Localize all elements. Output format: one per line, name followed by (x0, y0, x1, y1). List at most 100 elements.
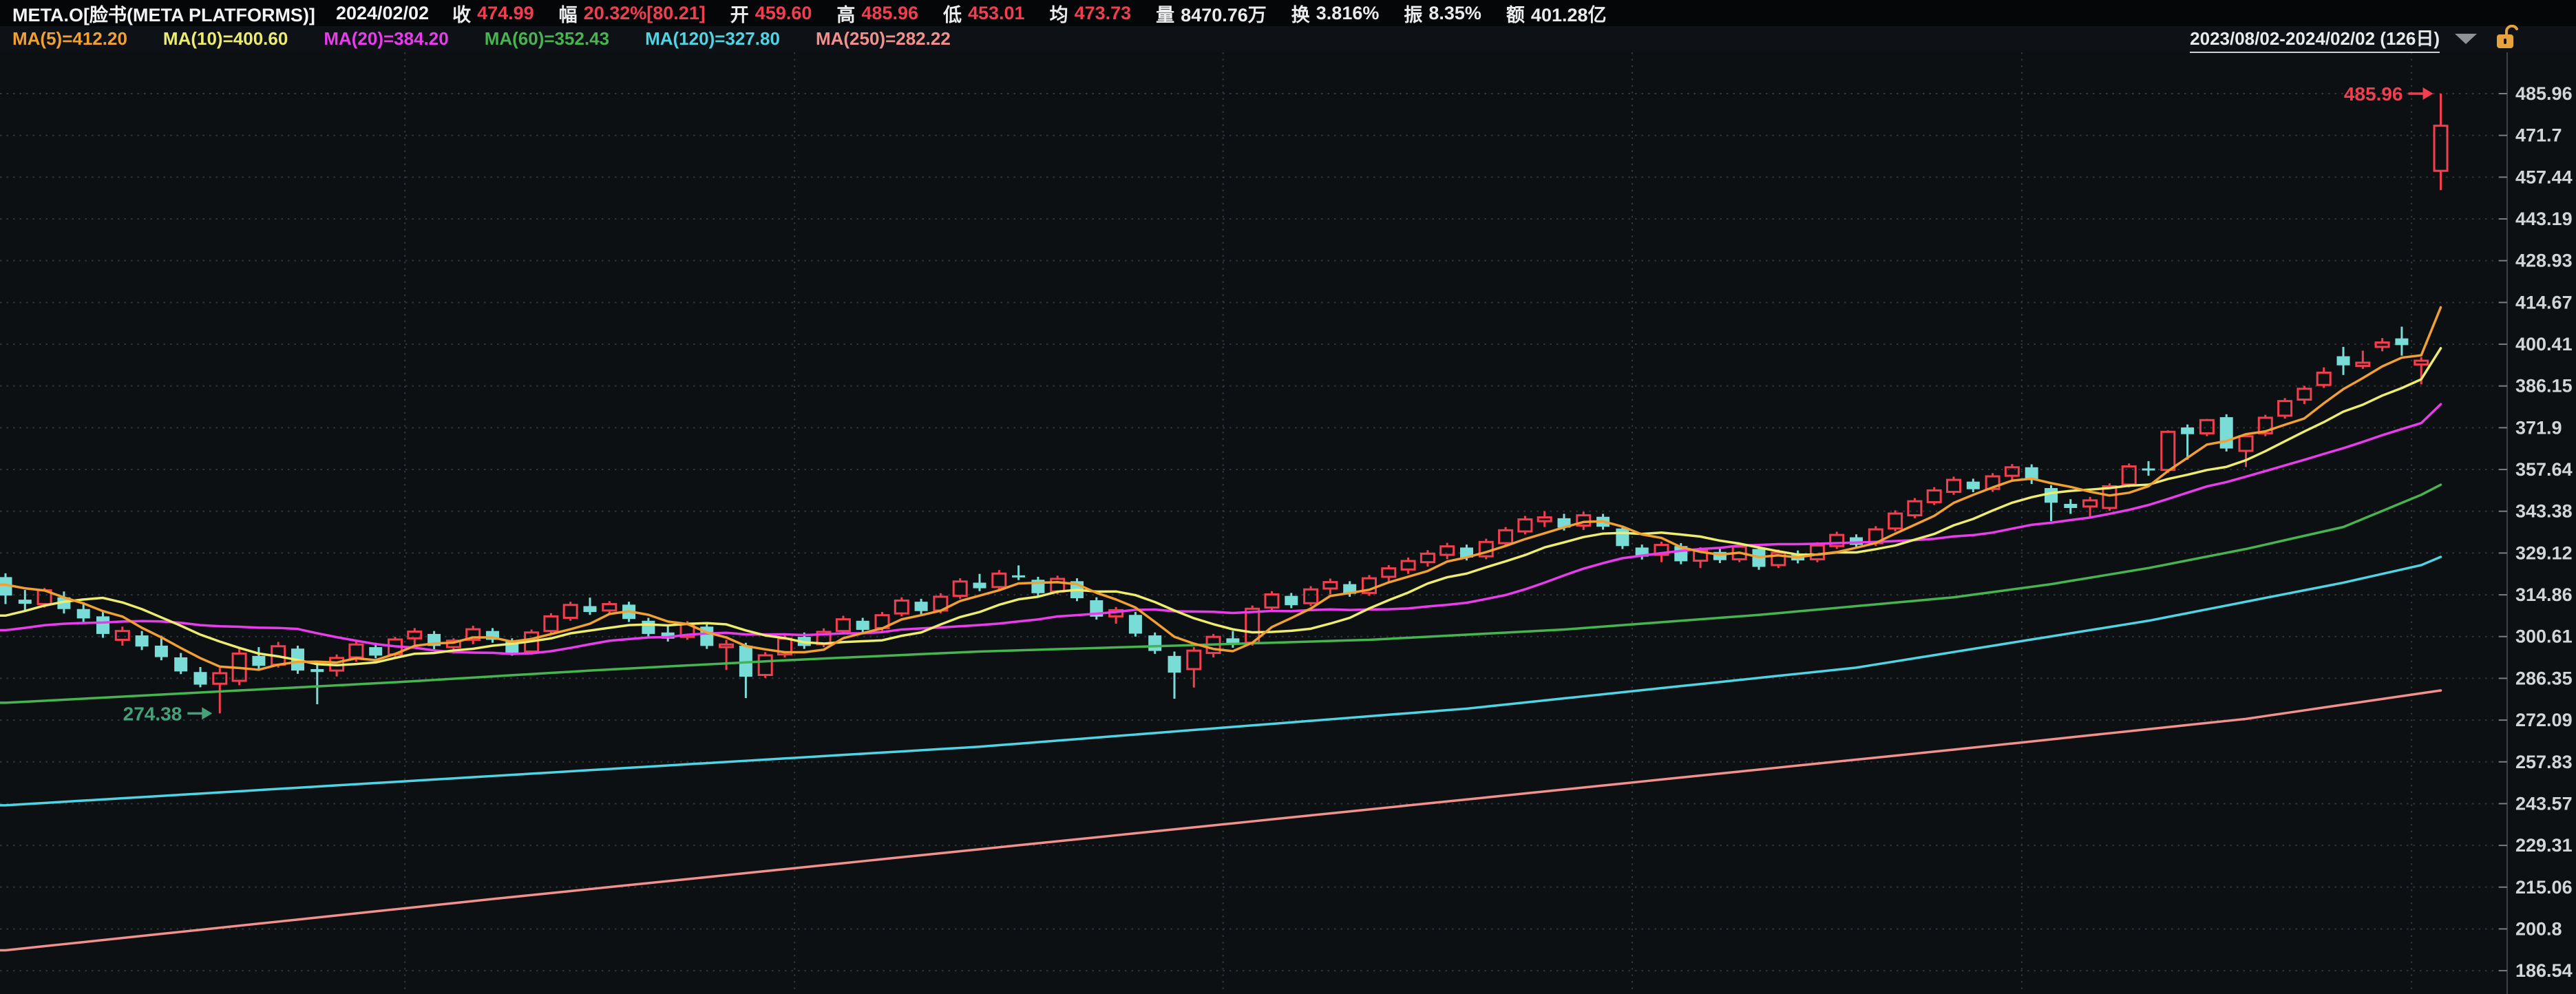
quote-field: 开 459.60 (730, 0, 812, 27)
candle-up (1108, 606, 1124, 624)
quote-field-label: 量 (1156, 4, 1175, 25)
candle-up (2102, 483, 2118, 511)
candle-down (1128, 612, 1142, 637)
candle-up (1264, 591, 1280, 611)
quote-field-value: 20.32%[80.21] (583, 2, 706, 23)
quote-field-value: 401.28亿 (1530, 4, 1607, 25)
candle-up (602, 601, 617, 614)
candle-down (174, 653, 188, 675)
candle-up (2433, 94, 2449, 191)
ma60-line (0, 483, 2442, 704)
candle-up (1809, 542, 1825, 562)
candle-down (739, 642, 752, 699)
candle-up (1654, 541, 1669, 562)
candle-up (835, 615, 851, 634)
candle-down (193, 667, 207, 688)
candle-up (719, 639, 735, 670)
price-annotation-label: 274.38 (123, 703, 182, 724)
candle-up (2374, 338, 2390, 352)
candle-up (1478, 538, 1494, 560)
quote-field-value: 453.01 (967, 2, 1025, 23)
candle-down (583, 598, 597, 615)
y-axis-label: 386.15 (2515, 376, 2573, 396)
candle-up (1946, 476, 1961, 495)
candle-down (2219, 414, 2233, 452)
quote-field-value: 3.816% (1316, 2, 1380, 23)
candle-up (2257, 414, 2273, 436)
candle-down (973, 573, 986, 591)
candle-up (2414, 357, 2429, 385)
quote-field: 幅 20.32%[80.21] (559, 0, 706, 27)
ma-legend: MA(5)=412.20 MA(10)=400.60 MA(20)=384.20 MA… (12, 28, 986, 50)
quote-field-value: 473.73 (1074, 2, 1132, 23)
price-annotation-label: 485.96 (2344, 83, 2403, 105)
y-axis-label: 357.64 (2515, 459, 2573, 480)
quote-field-label: 开 (730, 4, 749, 25)
date-range-selector[interactable]: 2023/08/02-2024/02/02 (126日) (2190, 25, 2440, 53)
y-axis-label: 186.54 (2515, 960, 2573, 981)
candle-up (1537, 511, 1552, 527)
candle-down (96, 612, 109, 638)
candle-up (1829, 531, 1845, 549)
quote-field-label: 幅 (558, 4, 578, 25)
trade-date: 2024/02/02 (335, 2, 430, 23)
quote-field-label: 高 (836, 4, 856, 25)
y-axis-label: 200.8 (2515, 918, 2562, 939)
candle-up (1419, 550, 1435, 567)
candle-up (2121, 463, 2137, 488)
candle-down (486, 628, 499, 643)
y-axis-label: 272.09 (2515, 710, 2573, 730)
ma20-line (0, 403, 2442, 655)
y-axis-label: 400.41 (2515, 334, 2573, 355)
quote-field-label: 额 (1506, 4, 1525, 25)
candle-up (894, 597, 909, 617)
y-axis-label: 471.7 (2515, 125, 2562, 146)
quote-field: 换 3.816% (1291, 0, 1380, 27)
y-axis-label: 257.83 (2515, 752, 2573, 772)
quote-field-value: 459.60 (754, 2, 812, 23)
candle-up (2004, 464, 2020, 480)
quote-field-value: 8.35% (1428, 2, 1481, 23)
candle-up (1322, 578, 1338, 595)
candle-down (2045, 485, 2058, 522)
candle-down (642, 617, 655, 637)
candle-up (1400, 557, 1416, 574)
candle-down (661, 625, 675, 642)
candle-down (76, 602, 90, 624)
candle-down (1285, 593, 1298, 609)
y-axis-label: 414.67 (2515, 292, 2573, 313)
candle-up (1888, 510, 1903, 531)
quote-field-label: 低 (942, 4, 962, 25)
quote-field-label: 振 (1404, 4, 1423, 25)
price-annotation: 485.96 (2344, 83, 2434, 105)
quote-field-label: 收 (452, 4, 472, 25)
candle-up (2277, 398, 2293, 419)
quote-field: 额 401.28亿 (1506, 0, 1607, 27)
candle-down (1148, 632, 1162, 654)
candle-up (1439, 542, 1455, 560)
candle-up (1576, 511, 1592, 530)
candle-down (252, 647, 266, 669)
chevron-down-icon[interactable] (2455, 34, 2477, 44)
y-axis-label: 457.44 (2515, 167, 2573, 187)
candle-up (1517, 516, 1533, 535)
candle-up (1303, 586, 1319, 606)
candle-up (2082, 496, 2098, 518)
quote-field-value: 474.99 (477, 2, 534, 23)
candle-down (1713, 549, 1727, 563)
lock-open-icon[interactable] (2495, 24, 2520, 54)
quote-field-label: 均 (1049, 4, 1068, 25)
symbol-title: META.O[脸书(META PLATFORMS)] (12, 4, 315, 25)
candle-down (427, 631, 441, 650)
candle-down (856, 617, 869, 633)
ma-legend-bar: MA(5)=412.20 MA(10)=400.60 MA(20)=384.20 MA… (0, 24, 2576, 54)
ma-legend-item: MA(10)=400.60 (162, 28, 288, 49)
candle-down (310, 664, 324, 705)
candle-down (1031, 576, 1045, 597)
candle-up (543, 613, 559, 634)
quote-fields: 收 474.99 幅 20.32%[80.21] 开 459.60 高 485.96 低 453.… (452, 0, 1631, 27)
candle-up (114, 626, 130, 646)
y-axis-label: 314.86 (2515, 584, 2573, 605)
price-annotation: 274.38 (123, 703, 213, 724)
